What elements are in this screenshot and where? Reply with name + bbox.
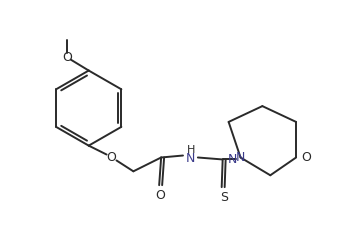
Text: O: O — [62, 51, 72, 64]
Text: O: O — [155, 188, 165, 201]
Text: H: H — [187, 145, 195, 155]
Text: N: N — [186, 152, 196, 165]
Text: S: S — [219, 191, 228, 204]
Text: O: O — [106, 151, 117, 164]
Text: O: O — [301, 151, 311, 164]
Text: N: N — [228, 153, 237, 166]
Text: N: N — [236, 151, 245, 164]
